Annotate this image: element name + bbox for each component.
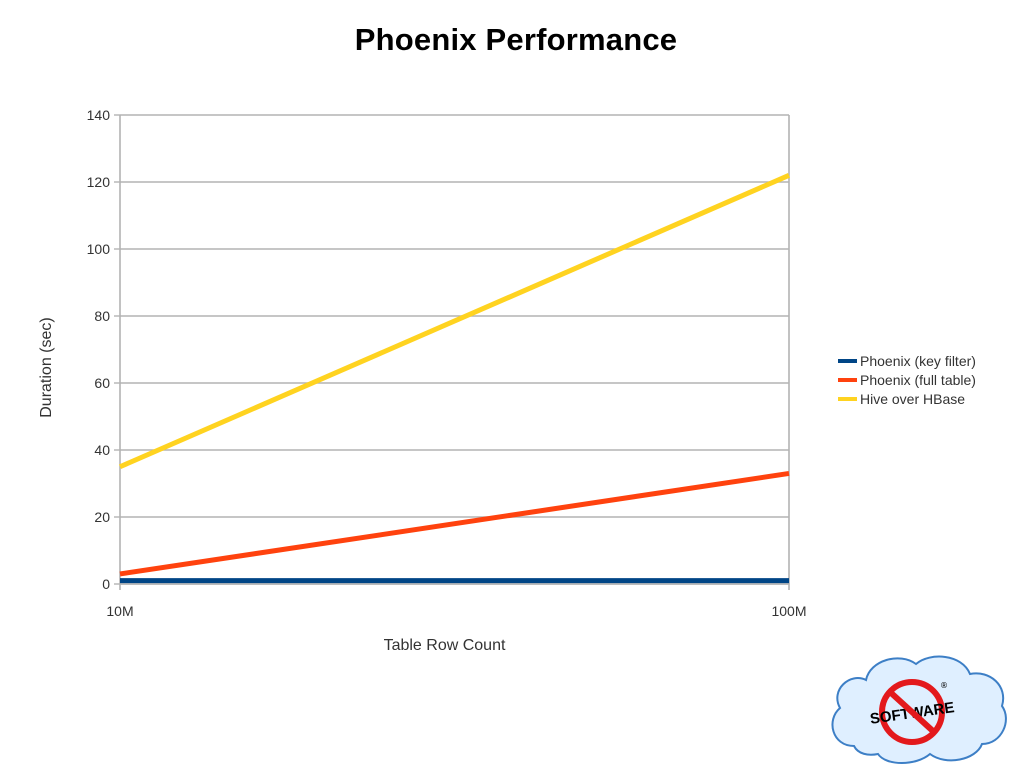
legend-label: Phoenix (key filter) [860,353,976,369]
y-axis-title: Duration (sec) [38,317,55,417]
series-line [119,173,790,470]
prohibition-slash [887,689,937,735]
slide-title: Phoenix Performance [354,22,678,57]
no-software-logo: SOFTWARE ® [831,655,1007,764]
chart-legend: Phoenix (key filter) Phoenix (full table)… [838,353,976,407]
series-line [119,470,790,577]
chart-grid [120,114,789,585]
legend-label: Phoenix (full table) [860,372,976,388]
y-tick-label: 40 [94,442,110,458]
chart-series [119,173,790,584]
registered-mark: ® [940,681,948,690]
x-tick-label: 10M [106,603,133,619]
x-axis-title: Table Row Count [384,637,506,654]
cloud-shape [831,655,1007,764]
y-tick-label: 0 [102,576,110,592]
y-tick-label: 20 [94,509,110,525]
x-tick-label: 100M [771,603,806,619]
y-tick-label: 140 [87,107,111,123]
legend-label: Hive over HBase [860,391,965,407]
prohibition-ring [879,679,945,745]
y-tick-label: 100 [87,241,111,257]
chart-labels: 0 20 40 60 80 100 120 140 10M 100M Table Row Count… [38,107,807,654]
y-tick-label: 120 [87,174,111,190]
y-tick-label: 60 [94,375,110,391]
chart-axes [114,114,790,590]
y-tick-label: 80 [94,308,110,324]
